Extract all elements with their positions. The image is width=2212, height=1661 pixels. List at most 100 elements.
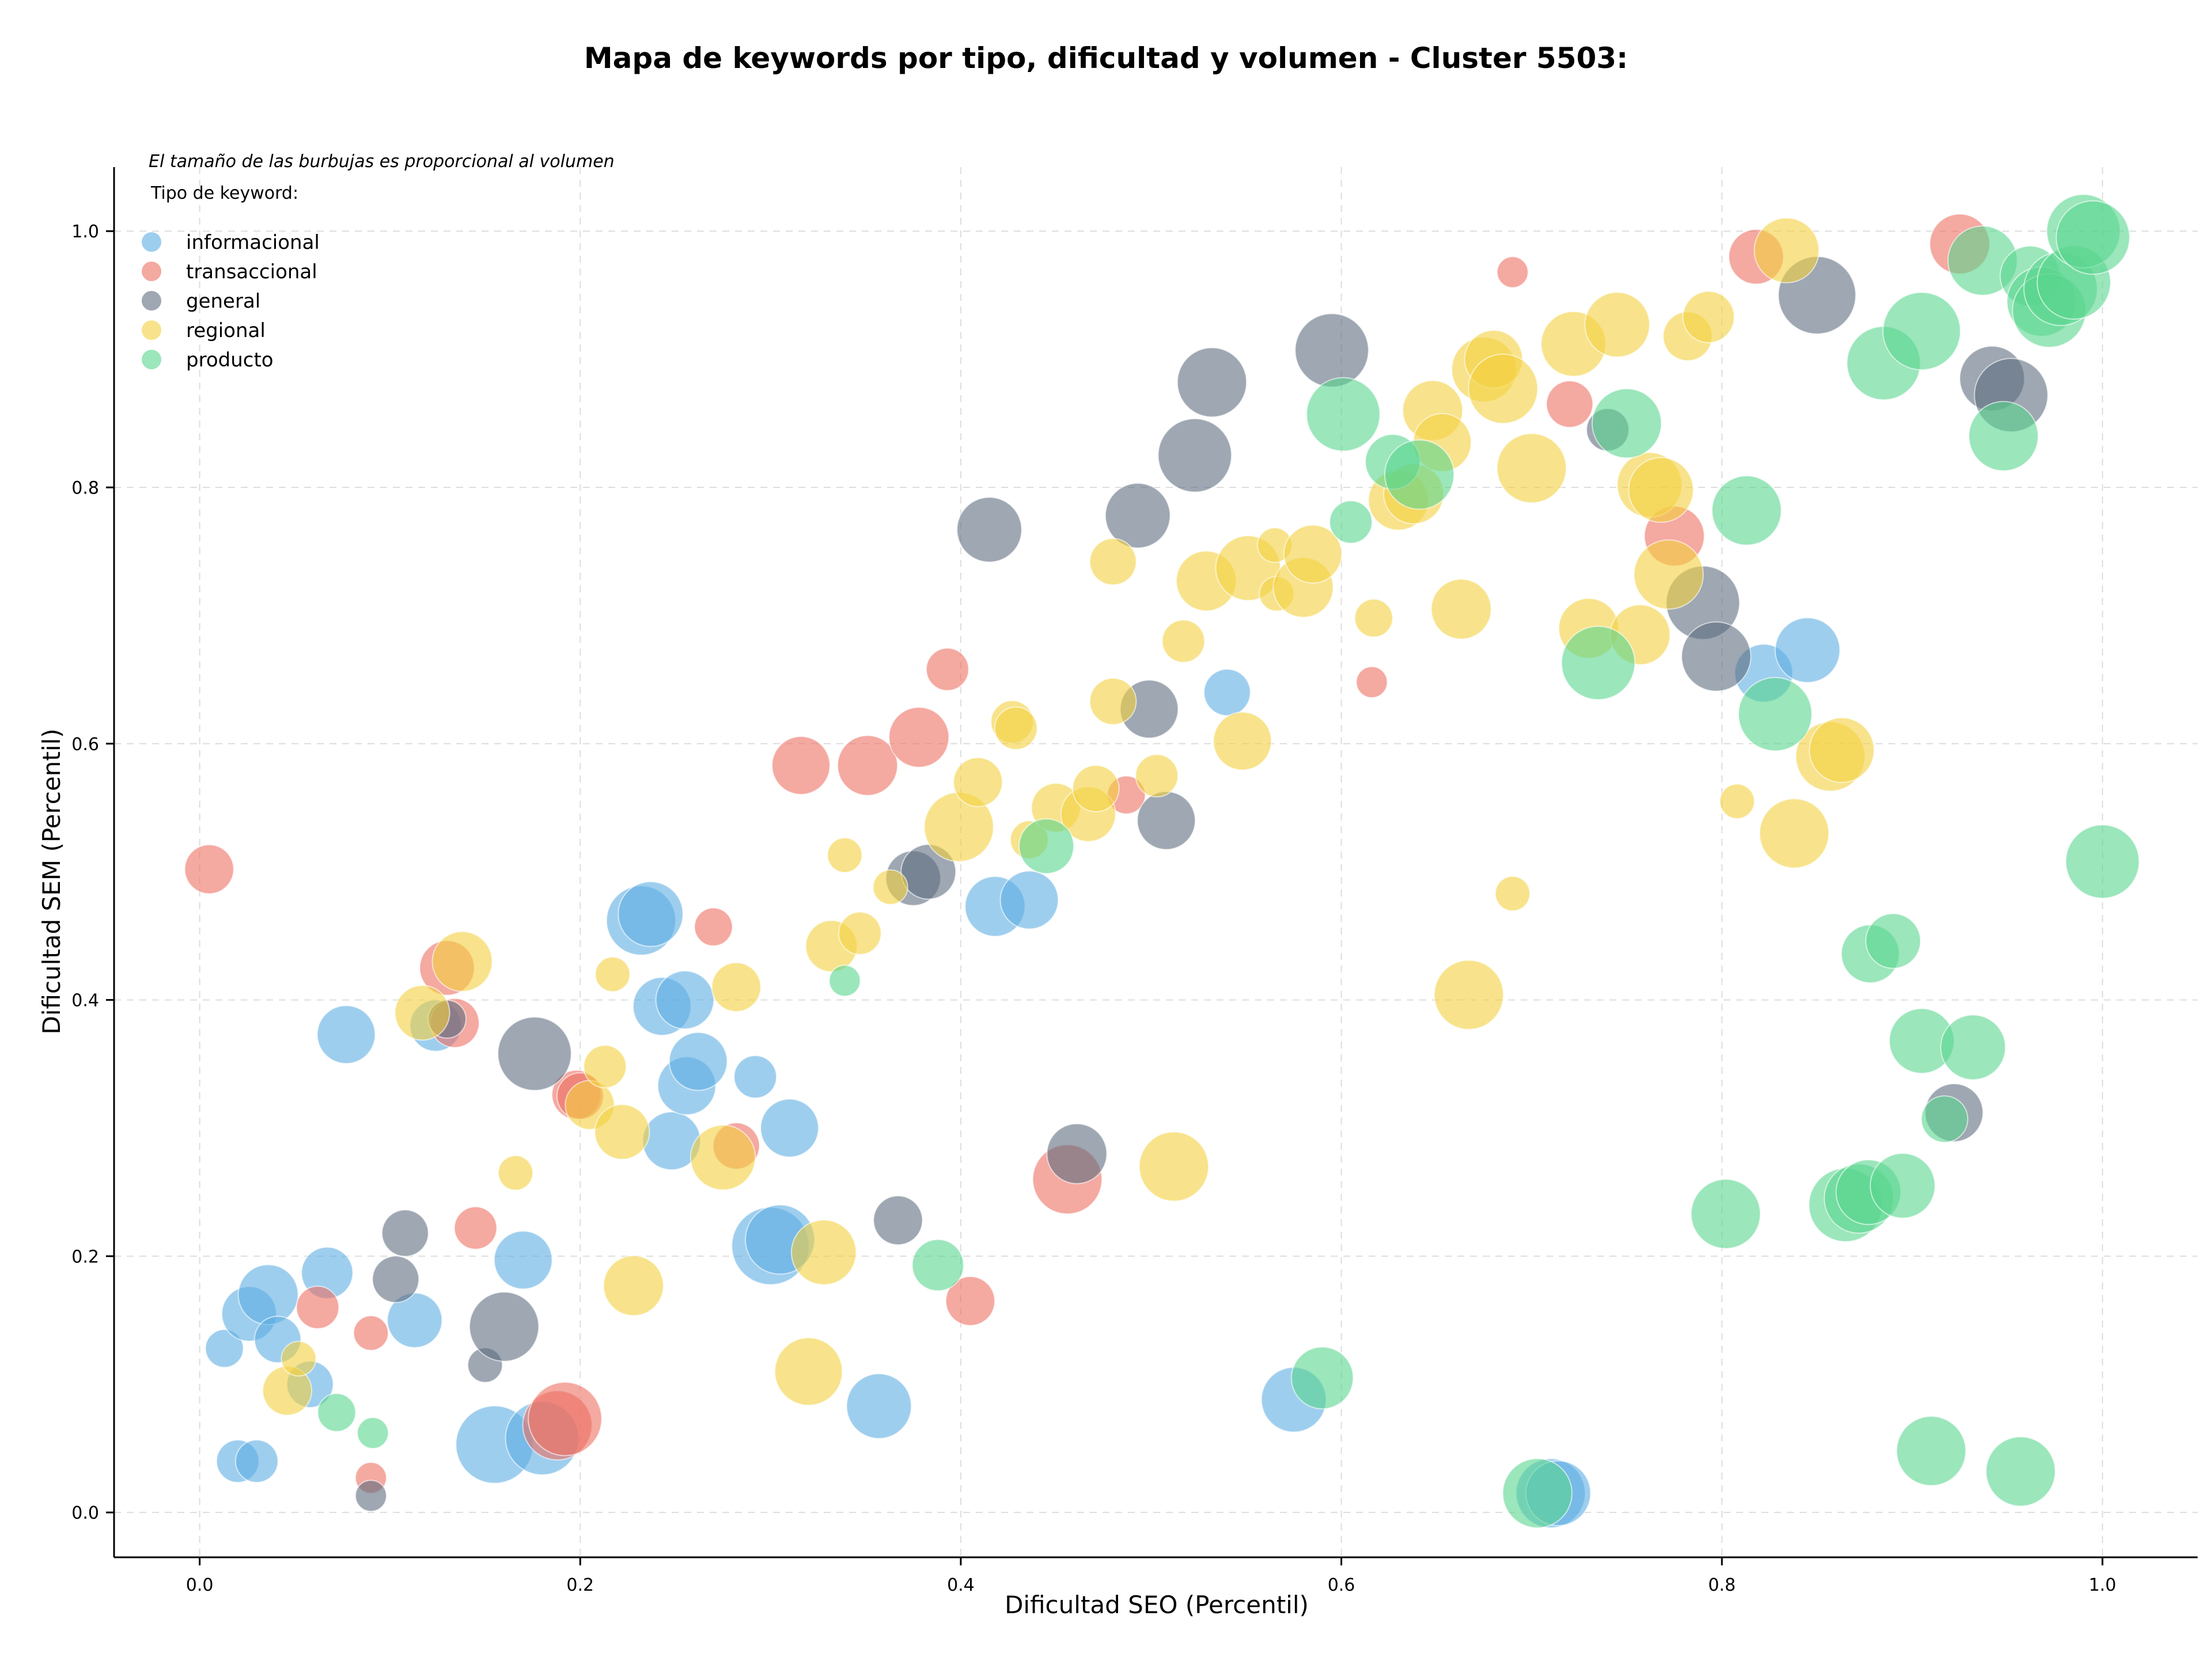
bubble-producto: [1384, 439, 1455, 510]
bubble-producto: [1560, 625, 1636, 701]
bubble-general: [1137, 790, 1196, 850]
y-tick-label: 0.4: [71, 991, 99, 1011]
bubble-regional: [1430, 578, 1492, 640]
legend: El tamaño de las burbujas es proporciona…: [142, 152, 615, 372]
legend-marker-regional: [142, 320, 161, 340]
bubble-regional: [1354, 598, 1393, 638]
bubble-regional: [583, 1045, 627, 1089]
bubble-regional: [394, 985, 450, 1041]
bubble-informacional: [999, 870, 1059, 930]
bubble-producto: [1329, 500, 1373, 544]
bubble-transaccional: [945, 1276, 995, 1326]
bubble-regional: [1496, 433, 1567, 504]
bubble-transaccional: [184, 844, 234, 895]
bubble-producto: [1737, 676, 1813, 752]
bubble-general: [1294, 313, 1369, 388]
bubble-regional: [1433, 959, 1504, 1030]
bubble-producto: [1869, 1152, 1936, 1219]
bubble-producto: [1865, 913, 1921, 969]
bubble-informacional: [1203, 668, 1251, 717]
bubble-transaccional: [837, 735, 899, 796]
bubble-transaccional: [771, 736, 831, 795]
bubble-regional: [1089, 538, 1137, 586]
bubble-regional: [1682, 290, 1735, 343]
bubble-informacional: [733, 1055, 777, 1099]
bubble-transaccional: [296, 1285, 340, 1330]
y-tick-label: 0.6: [71, 735, 99, 755]
legend-label-regional: regional: [186, 319, 266, 342]
bubble-regional: [497, 1155, 533, 1191]
bubble-transaccional: [1546, 380, 1594, 428]
x-tick-label: 1.0: [2089, 1575, 2116, 1595]
bubble-general: [1104, 482, 1171, 549]
bubble-regional: [1135, 754, 1179, 798]
bubble-regional: [827, 837, 863, 873]
bubble-regional: [281, 1341, 317, 1377]
bubble-regional: [1494, 875, 1531, 911]
bubble-producto: [357, 1417, 389, 1450]
bubble-transaccional: [1355, 666, 1388, 698]
bubble-regional: [1584, 292, 1650, 358]
bubble-informacional: [846, 1373, 912, 1439]
bubble-producto: [1711, 475, 1782, 546]
bubble-general: [1046, 1123, 1108, 1185]
bubble-regional: [594, 956, 631, 993]
legend-note: El tamaño de las burbujas es proporciona…: [149, 152, 615, 172]
bubble-general: [355, 1480, 387, 1512]
y-tick-label: 0.0: [71, 1503, 99, 1523]
bubble-producto: [1940, 1014, 2006, 1081]
bubble-informacional: [493, 1230, 553, 1290]
bubble-regional: [690, 1124, 756, 1191]
legend-marker-producto: [142, 350, 161, 369]
legend-label-informacional: informacional: [186, 231, 320, 254]
bubble-regional: [1138, 1131, 1209, 1202]
bubble-informacional: [668, 1032, 728, 1091]
x-tick-label: 0.0: [186, 1575, 214, 1595]
bubble-regional: [603, 1255, 664, 1316]
bubble-regional: [594, 1104, 650, 1160]
y-tick-label: 0.2: [71, 1247, 99, 1267]
x-axis-label: Dificultad SEO (Percentil): [1005, 1591, 1309, 1619]
bubble-producto: [1591, 388, 1662, 459]
bubble-producto: [1896, 1416, 1967, 1486]
bubble-producto: [1985, 1436, 2056, 1507]
bubble-informacional: [204, 1329, 244, 1368]
legend-title: Tipo de keyword:: [150, 183, 298, 203]
bubble-regional: [872, 869, 908, 905]
bubble-regional: [953, 757, 1003, 808]
legend-label-producto: producto: [186, 349, 274, 372]
bubble-general: [956, 497, 1022, 563]
bubble-regional: [431, 930, 493, 992]
bubble-regional: [1161, 619, 1206, 663]
bubble-informacional: [316, 1005, 376, 1064]
bubble-regional: [838, 911, 882, 955]
legend-marker-informacional: [142, 232, 161, 252]
bubble-general: [1176, 347, 1248, 418]
bubble-transaccional: [926, 647, 969, 691]
x-tick-label: 0.6: [1328, 1575, 1355, 1595]
bubble-informacional: [1774, 617, 1841, 683]
bubble-regional: [1283, 524, 1343, 584]
bubble-informacional: [234, 1439, 279, 1484]
bubble-producto: [1968, 400, 2039, 472]
bubble-transaccional: [1496, 256, 1529, 289]
bubble-regional: [1719, 783, 1755, 819]
legend-marker-transaccional: [142, 262, 161, 281]
legend-label-transaccional: transaccional: [186, 260, 317, 283]
bubble-regional: [1213, 712, 1272, 771]
chart-title: Mapa de keywords por tipo, dificultad y …: [584, 41, 1628, 75]
bubbles: [184, 194, 2140, 1528]
bubble-general: [497, 1016, 572, 1091]
bubble-transaccional: [453, 1206, 498, 1250]
bubble-producto: [1502, 1458, 1573, 1528]
bubble-regional: [1809, 717, 1875, 784]
bubble-regional: [774, 1337, 843, 1406]
bubble-producto: [1882, 292, 1961, 370]
bubble-producto: [828, 964, 861, 997]
bubble-regional: [1089, 678, 1137, 725]
bubble-general: [381, 1209, 429, 1257]
legend-label-general: general: [186, 290, 260, 313]
bubble-general: [469, 1291, 540, 1362]
bubble-producto: [1290, 1346, 1354, 1410]
bubble-producto: [911, 1239, 964, 1292]
